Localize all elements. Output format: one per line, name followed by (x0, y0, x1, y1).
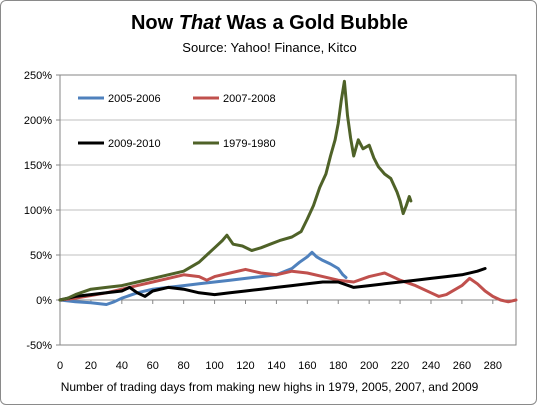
x-tick-label: 80 (178, 360, 190, 372)
x-tick-label: 200 (360, 360, 378, 372)
title-part-3: Was a Gold Bubble (220, 12, 409, 34)
axes (56, 74, 517, 346)
legend-label: 2005-2006 (108, 93, 161, 105)
chart-title: Now That Was a Gold Bubble (0, 12, 539, 35)
series-line-2009-2010 (58, 267, 487, 302)
legend-label: 2009-2010 (108, 138, 161, 150)
x-tick-label: 40 (116, 360, 128, 372)
y-tick-label: -50% (26, 340, 52, 352)
series-line-2007-2008 (58, 267, 518, 304)
y-tick-label: 200% (24, 115, 52, 127)
x-tick-label: 60 (147, 360, 159, 372)
y-tick-label: 50% (30, 250, 52, 262)
series-line-1979-1980 (58, 79, 413, 302)
gridlines (60, 74, 516, 346)
y-tick-label: 0% (36, 295, 52, 307)
legend-label: 2007-2008 (223, 93, 276, 105)
y-tick-labels: -50% 0% 50% 100% 150% 200% 250% (24, 70, 52, 352)
x-tick-label: 140 (267, 360, 285, 372)
title-part-1: Now (130, 12, 179, 34)
x-tick-label: 100 (205, 360, 223, 372)
title-part-2: That (178, 12, 221, 34)
x-tick-label: 240 (422, 360, 440, 372)
x-tick-label: 120 (236, 360, 254, 372)
x-tick-label: 160 (298, 360, 316, 372)
series-lines (58, 79, 518, 306)
legend-label: 1979-1980 (223, 138, 276, 150)
x-axis-label: Number of trading days from making new h… (60, 380, 479, 394)
x-tick-label: 220 (391, 360, 409, 372)
x-tick-label: 180 (329, 360, 347, 372)
y-tick-label: 150% (24, 160, 52, 172)
chart-subtitle: Source: Yahoo! Finance, Kitco (182, 40, 357, 55)
legend: 2005-2006 2007-2008 2009-2010 1979-1980 (78, 93, 276, 150)
y-tick-label: 250% (24, 70, 52, 82)
x-tick-label: 0 (57, 360, 63, 372)
x-tick-label: 260 (453, 360, 471, 372)
series-line-2005-2006 (58, 250, 348, 306)
x-tick-label: 20 (85, 360, 97, 372)
x-tick-labels: 0 20 40 60 80 100 120 140 160 180 200 220 240 260 280 (57, 360, 502, 372)
x-tick-label: 280 (484, 360, 502, 372)
y-tick-label: 100% (24, 205, 52, 217)
